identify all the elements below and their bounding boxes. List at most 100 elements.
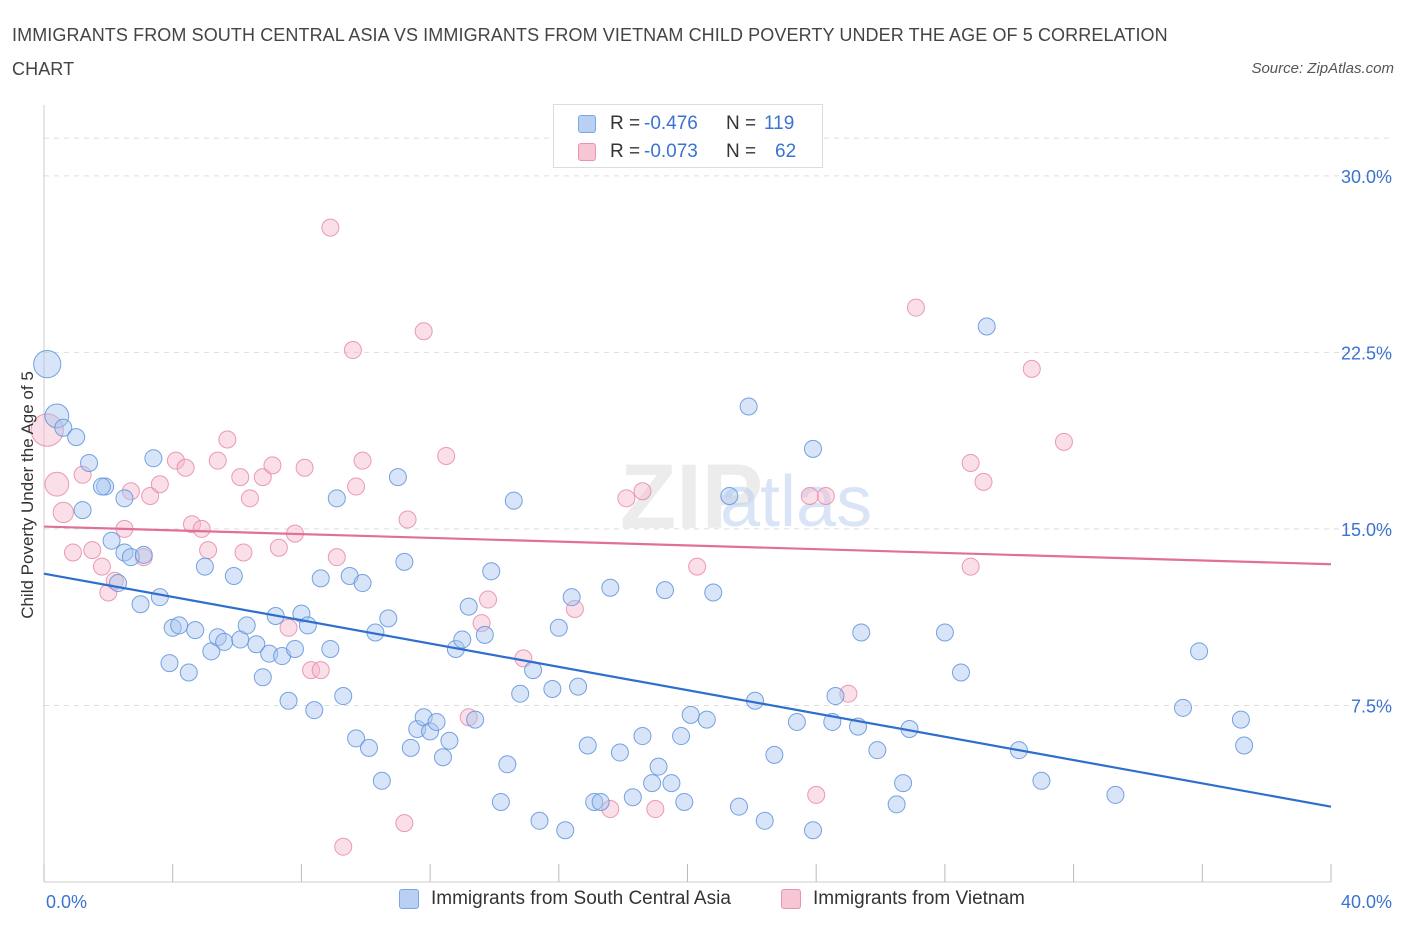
y-tick-label: 7.5% <box>1351 696 1392 716</box>
blue-point <box>80 454 99 473</box>
pink-point <box>906 298 925 317</box>
pink-point <box>414 322 433 341</box>
source-label: Source: ZipAtlas.com <box>1251 60 1394 77</box>
blue-point <box>729 797 748 816</box>
blue-point <box>388 468 407 487</box>
blue-point <box>569 677 588 696</box>
pink-point <box>327 548 346 567</box>
pink-point <box>302 661 321 680</box>
blue-point <box>935 623 954 642</box>
blue-point <box>585 792 604 811</box>
blue-point <box>92 477 111 496</box>
blue-point <box>1173 698 1192 717</box>
blue-point <box>321 639 340 658</box>
pink-point <box>231 468 250 487</box>
series-legend-pink-label: Immigrants from Vietnam <box>813 888 1025 909</box>
blue-point <box>787 712 806 731</box>
pink-point <box>183 515 202 534</box>
blue-point <box>704 583 723 602</box>
pink-point <box>192 519 211 538</box>
blue-point <box>160 654 179 673</box>
pink-point <box>334 837 353 856</box>
blue-point <box>115 489 134 508</box>
pink-point <box>30 413 64 447</box>
blue-point <box>672 727 691 746</box>
pink-point <box>166 451 185 470</box>
legend-blue-n-label: N = <box>726 113 757 134</box>
legend-blue-r-label: R = <box>610 113 641 134</box>
correlation-legend: R = -0.476 N = 119 R = -0.073 N = 62 <box>553 104 823 168</box>
blue-point <box>311 569 330 588</box>
pink-point <box>73 465 92 484</box>
pink-point <box>141 486 160 505</box>
pink-point <box>321 218 340 237</box>
blue-series <box>33 317 1254 840</box>
pink-point <box>437 446 456 465</box>
blue-point <box>285 639 304 658</box>
blue-point <box>887 795 906 814</box>
pink-point <box>234 543 253 562</box>
blue-point <box>681 705 700 724</box>
pink-point <box>263 456 282 475</box>
blue-point <box>498 755 517 774</box>
blue-point <box>643 774 662 793</box>
series-legend-blue: Immigrants from South Central Asia <box>399 888 731 910</box>
watermark-zip: ZIP <box>620 446 763 548</box>
pink-point <box>565 599 584 618</box>
blue-point <box>765 745 784 764</box>
blue-point <box>279 691 298 710</box>
blue-point <box>253 668 272 687</box>
pink-point <box>1022 359 1041 378</box>
blue-point <box>578 736 597 755</box>
pink-point <box>150 475 169 494</box>
pink-point <box>1054 432 1073 451</box>
pink-point <box>601 800 620 819</box>
blue-point <box>353 574 372 593</box>
series-legend-blue-swatch <box>399 889 419 909</box>
blue-point <box>44 403 70 429</box>
series-legend-blue-label: Immigrants from South Central Asia <box>431 888 731 909</box>
pink-point <box>99 583 118 602</box>
pink-point <box>646 800 665 819</box>
blue-point <box>610 743 629 762</box>
blue-point <box>951 663 970 682</box>
blue-point <box>433 748 452 767</box>
pink-point <box>199 541 218 560</box>
blue-point <box>543 679 562 698</box>
legend-row-blue: R = -0.476 N = 119 <box>578 112 794 136</box>
pink-point <box>240 489 259 508</box>
blue-point <box>466 710 485 729</box>
blue-point <box>894 774 913 793</box>
pink-point <box>279 618 298 637</box>
blue-point <box>292 604 311 623</box>
blue-point <box>562 588 581 607</box>
blue-point <box>327 489 346 508</box>
blue-point <box>372 771 391 790</box>
pink-point <box>343 341 362 360</box>
legend-pink-n-value: 62 <box>775 141 797 162</box>
pink-point <box>253 468 272 487</box>
blue-trend-line <box>43 572 1332 808</box>
blue-point <box>530 811 549 830</box>
pink-trend-line <box>43 525 1332 566</box>
pink-point <box>633 482 652 501</box>
blue-point <box>67 428 86 447</box>
legend-swatch-pink <box>578 143 596 161</box>
blue-point <box>54 418 73 437</box>
blue-point <box>649 757 668 776</box>
pink-point <box>816 486 835 505</box>
blue-point <box>1106 785 1125 804</box>
blue-point <box>247 635 266 654</box>
legend-blue-r-value: -0.476 <box>644 113 698 134</box>
pink-point <box>688 557 707 576</box>
blue-point <box>755 811 774 830</box>
legend-pink-n-label: N = <box>726 141 757 162</box>
pink-point <box>63 543 82 562</box>
blue-point <box>633 727 652 746</box>
pink-point <box>800 486 819 505</box>
pink-point <box>617 489 636 508</box>
series-legend-pink-swatch <box>781 889 801 909</box>
blue-point <box>224 567 243 585</box>
y-tick-label: 22.5% <box>1341 343 1392 363</box>
blue-point <box>1032 771 1051 790</box>
